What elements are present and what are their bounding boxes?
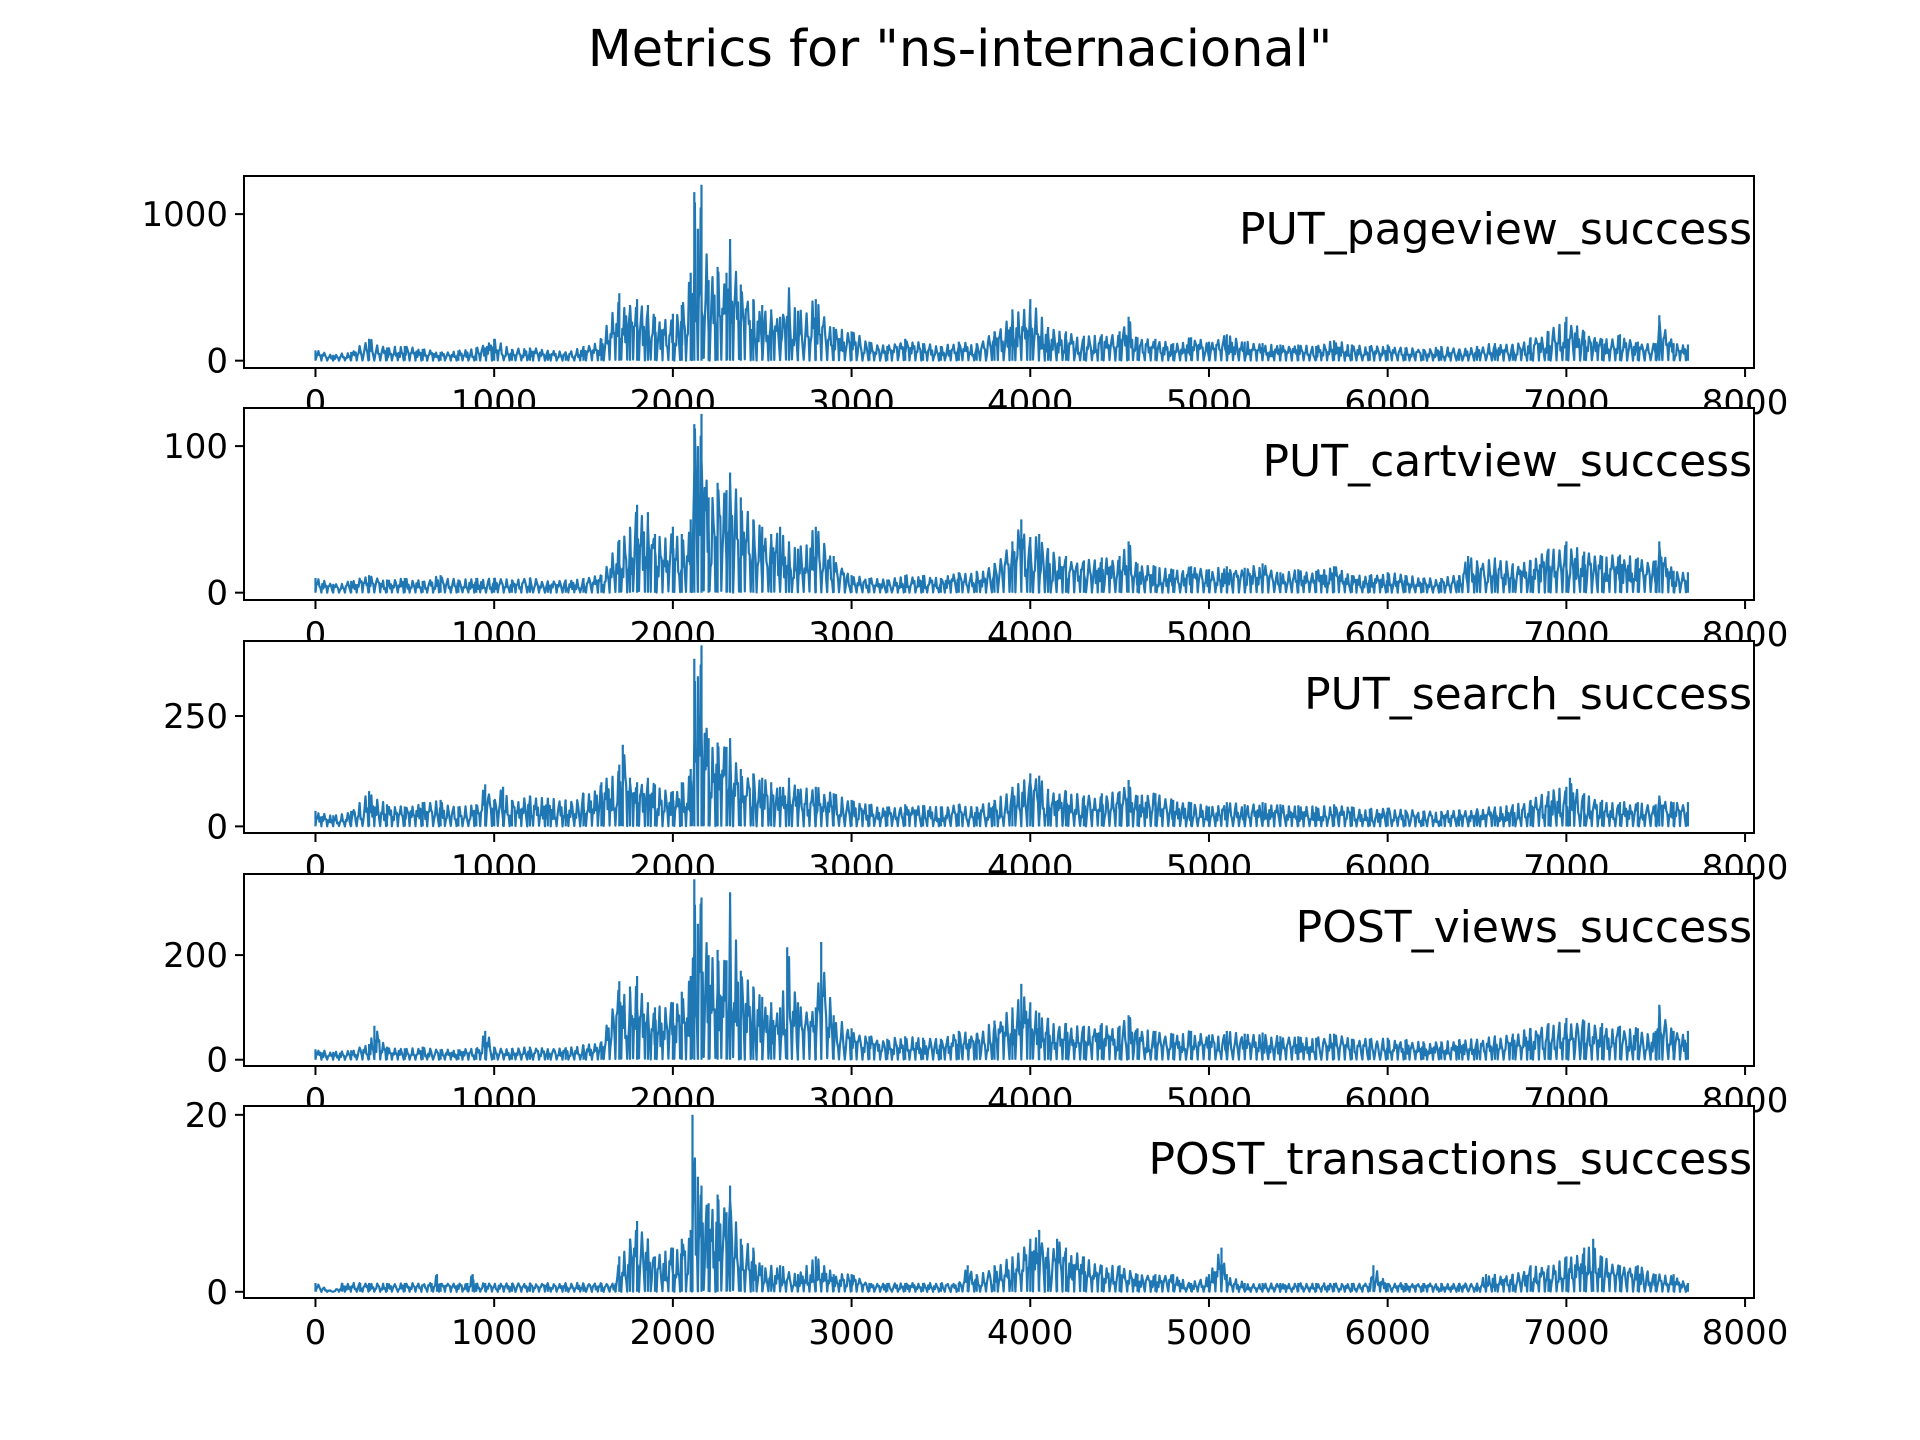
series-line-0: [314, 184, 1689, 362]
series-label: PUT_pageview_success: [1239, 204, 1752, 255]
y-tick-label: 0: [206, 1041, 228, 1081]
x-tick-label: 0: [305, 1313, 327, 1353]
series-line-3: [314, 879, 1689, 1061]
y-tick-label: 250: [163, 697, 228, 737]
overlap-cover-4: [245, 1107, 1753, 1177]
axes-frame-4: [243, 1105, 1755, 1299]
x-tick-label: 1000: [451, 1313, 538, 1353]
x-tick-label: 6000: [1344, 1313, 1431, 1353]
axes-frame-0: [243, 175, 1755, 369]
series-line-4: [314, 1114, 1689, 1293]
y-tick-label: 20: [185, 1096, 228, 1136]
y-tick-label: 0: [206, 342, 228, 382]
y-tick-label: 200: [163, 936, 228, 976]
series-label: POST_transactions_success: [1148, 1134, 1752, 1185]
x-tick-label: 5000: [1166, 1313, 1253, 1353]
series-label: POST_views_success: [1296, 902, 1752, 953]
series-line-1: [314, 413, 1689, 594]
series-label: PUT_search_success: [1304, 669, 1752, 720]
x-tick-label: 8000: [1702, 1313, 1789, 1353]
x-tick-label: 2000: [630, 1313, 717, 1353]
series-line-2: [314, 645, 1689, 828]
axes-frame-3: [243, 873, 1755, 1067]
subplot-4: 0 20 0 1000 2000 3000 4000 5000 6000 7000 8000 POST…: [185, 1096, 1789, 1353]
axes-frame-1: [243, 407, 1755, 601]
overlap-cover-3: [245, 875, 1753, 945]
x-tick-label: 4000: [987, 1313, 1074, 1353]
axes-frame-2: [243, 640, 1755, 834]
x-tick-label: 3000: [808, 1313, 895, 1353]
series-label: PUT_cartview_success: [1262, 436, 1752, 487]
x-tick-label: 7000: [1523, 1313, 1610, 1353]
y-tick-label: 1000: [141, 195, 228, 235]
y-tick-label: 100: [163, 427, 228, 467]
y-tick-label: 0: [206, 807, 228, 847]
y-tick-label: 0: [206, 1273, 228, 1313]
overlap-cover-1: [245, 409, 1753, 479]
y-tick-label: 0: [206, 574, 228, 614]
figure-title: Metrics for "ns-internacional": [587, 20, 1333, 79]
overlap-cover-2: [245, 642, 1753, 712]
